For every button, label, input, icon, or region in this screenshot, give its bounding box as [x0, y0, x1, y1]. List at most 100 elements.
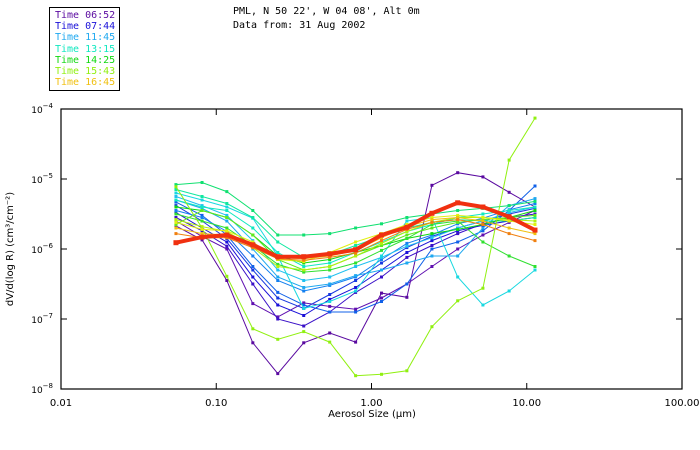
data-point	[173, 240, 179, 246]
data-point	[302, 301, 306, 305]
data-point	[405, 244, 409, 248]
data-point	[481, 286, 485, 290]
data-point	[200, 213, 204, 217]
data-point	[507, 209, 511, 212]
x-tick-label: 0.10	[205, 398, 227, 409]
data-point	[533, 205, 537, 209]
data-point	[533, 197, 537, 201]
data-point	[328, 304, 332, 308]
data-point	[276, 262, 280, 266]
legend-item: Time 16:45	[55, 77, 116, 89]
data-point	[328, 265, 332, 268]
data-point	[456, 220, 460, 224]
data-point	[380, 244, 384, 247]
data-point	[251, 254, 255, 258]
data-point	[200, 227, 204, 231]
data-point	[430, 226, 434, 230]
data-point	[276, 290, 280, 294]
data-point	[302, 314, 306, 317]
data-point	[354, 261, 358, 265]
data-point	[328, 275, 332, 279]
y-tick-label: 10−5	[31, 172, 53, 186]
data-point	[533, 223, 537, 226]
data-point	[200, 216, 204, 219]
data-point	[328, 258, 332, 261]
data-point	[328, 268, 332, 272]
data-point	[507, 158, 511, 162]
data-point	[456, 171, 460, 175]
data-point	[200, 225, 204, 229]
data-point	[404, 224, 410, 230]
legend-item: Time 07:44	[55, 21, 116, 33]
data-point	[405, 369, 409, 373]
data-point	[251, 233, 255, 237]
data-point	[302, 233, 306, 237]
data-point	[506, 214, 512, 220]
data-point	[225, 205, 229, 209]
data-point	[533, 239, 537, 243]
data-point	[380, 254, 384, 258]
data-point	[380, 268, 384, 272]
data-point	[225, 240, 229, 244]
data-point	[276, 251, 280, 254]
data-point	[405, 295, 409, 299]
data-point	[276, 265, 280, 268]
legend-item: Time 14:25	[55, 54, 116, 66]
y-tick-label: 10−7	[31, 312, 53, 326]
data-point	[354, 254, 358, 258]
data-point	[456, 213, 460, 217]
data-point	[174, 195, 178, 198]
data-point	[380, 236, 384, 240]
data-point	[456, 218, 460, 222]
data-point	[430, 218, 434, 222]
data-point	[380, 296, 384, 300]
data-point	[430, 220, 434, 224]
data-point	[302, 341, 306, 345]
data-point	[302, 324, 306, 328]
data-point	[480, 204, 486, 210]
data-point	[276, 317, 280, 321]
data-point	[174, 205, 178, 209]
data-point	[302, 279, 306, 282]
data-point	[327, 251, 333, 257]
data-point	[276, 315, 280, 319]
data-point	[276, 372, 280, 376]
data-point	[405, 233, 409, 237]
data-point	[301, 254, 307, 260]
data-point	[276, 233, 280, 237]
data-point	[225, 213, 229, 217]
data-point	[200, 219, 204, 223]
data-point	[354, 244, 358, 247]
data-point	[430, 254, 434, 258]
data-point	[328, 282, 332, 286]
data-point	[250, 242, 256, 248]
data-point	[225, 247, 229, 251]
data-point	[200, 232, 204, 236]
data-point	[533, 232, 537, 236]
data-point	[225, 202, 229, 205]
data-point	[251, 275, 255, 279]
data-point	[276, 296, 280, 300]
x-tick-label: 100.00	[665, 398, 700, 409]
data-point	[328, 340, 332, 344]
data-point	[481, 219, 485, 223]
data-point	[533, 209, 537, 212]
data-point	[302, 307, 306, 310]
data-point	[354, 265, 358, 268]
data-point	[533, 265, 537, 268]
data-point	[405, 261, 409, 265]
data-point	[380, 275, 384, 279]
data-point	[481, 240, 485, 244]
data-point	[380, 239, 384, 243]
data-point	[251, 216, 255, 219]
data-point	[380, 261, 384, 265]
y-tick-label: 10−4	[31, 102, 53, 116]
data-point	[430, 247, 434, 251]
data-point	[328, 297, 332, 301]
data-point	[251, 265, 255, 268]
data-point	[533, 202, 537, 205]
data-point	[456, 216, 460, 219]
data-point	[354, 286, 358, 289]
data-point	[225, 274, 229, 278]
